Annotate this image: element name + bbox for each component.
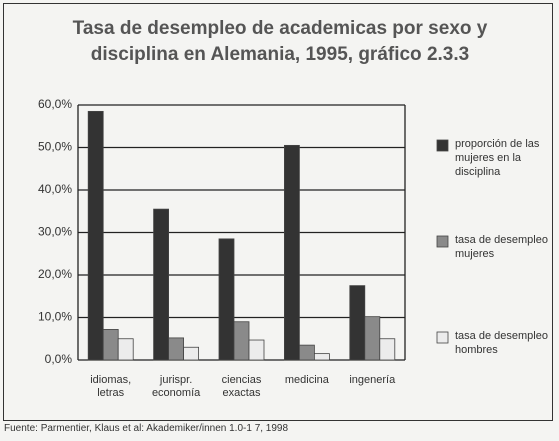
- bar: [87, 110, 104, 361]
- bar: [102, 328, 119, 361]
- bar: [248, 339, 265, 361]
- x-tick-label: ciencias exactas: [221, 374, 262, 399]
- bar: [218, 238, 235, 361]
- x-tick-label: idiomas, letras: [90, 374, 132, 399]
- bar: [298, 344, 315, 361]
- bar: [313, 353, 330, 361]
- legend-label: tasa de desempleo mujeres: [455, 234, 548, 260]
- bar: [183, 346, 200, 361]
- legend-swatch: [436, 331, 449, 344]
- frame: [3, 3, 553, 421]
- source: Fuente: Parmentier, Klaus et al: Akademi…: [4, 423, 289, 434]
- x-tick-label: medicina: [284, 374, 329, 386]
- bar: [117, 338, 134, 361]
- legend-swatch: [436, 139, 449, 152]
- bar: [153, 208, 170, 361]
- y-tick-label: 30,0%: [38, 225, 72, 239]
- bar: [379, 338, 396, 361]
- bar: [283, 144, 300, 361]
- bar: [349, 285, 366, 361]
- y-tick-label: 60,0%: [38, 97, 72, 111]
- legend-label: proporción de las mujeres en la discipli…: [455, 138, 540, 178]
- y-tick-label: 0,0%: [45, 352, 73, 366]
- bar: [364, 316, 381, 361]
- x-tick-label: ingenería: [349, 374, 396, 386]
- bar: [233, 321, 250, 361]
- y-tick-label: 10,0%: [38, 310, 72, 324]
- bar: [168, 337, 185, 361]
- legend-label: tasa de desempleo hombres: [455, 330, 548, 356]
- y-tick-label: 20,0%: [38, 267, 72, 281]
- y-tick-label: 50,0%: [38, 140, 72, 154]
- chart-title: Tasa de desempleo de academicas por sexo…: [72, 18, 488, 65]
- y-tick-label: 40,0%: [38, 182, 72, 196]
- legend-swatch: [436, 235, 449, 248]
- x-tick-label: jurispr. economía: [151, 374, 201, 399]
